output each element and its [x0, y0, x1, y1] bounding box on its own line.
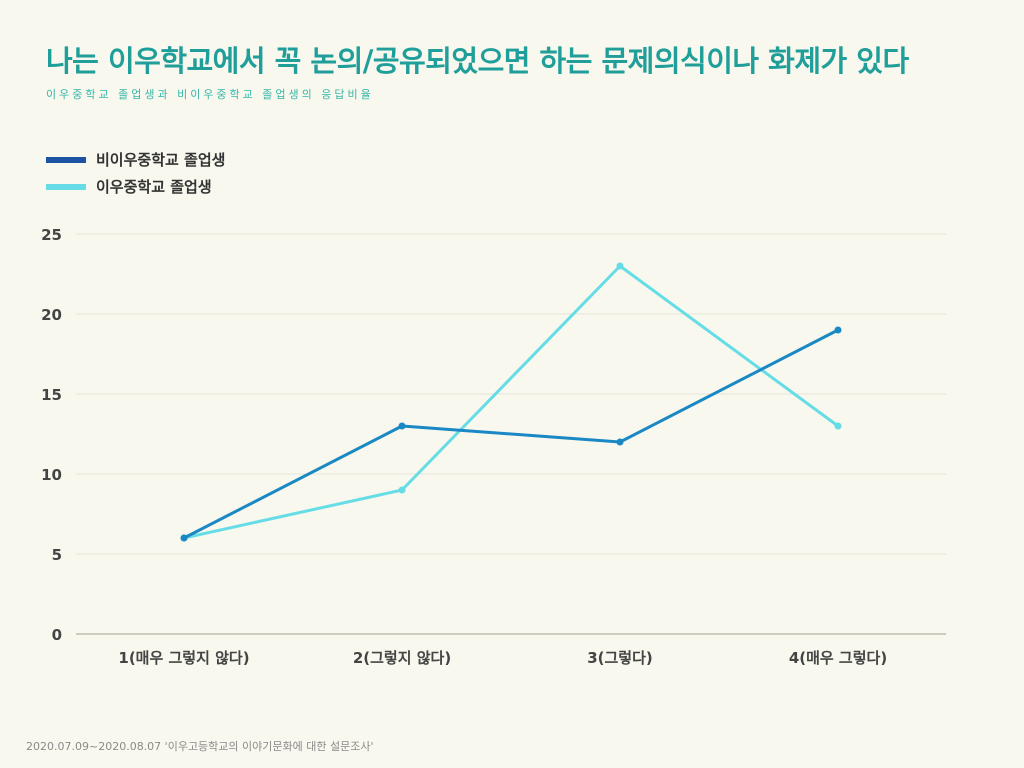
y-tick-label: 10: [41, 466, 62, 484]
legend-label-iwoo: 이우중학교 졸업생: [96, 178, 212, 196]
x-tick-label: 4(매우 그렇다): [789, 649, 887, 667]
source-footnote: 2020.07.09~2020.08.07 '이우고등학교의 이야기문화에 대한…: [26, 740, 374, 753]
legend: 비이우중학교 졸업생 이우중학교 졸업생: [46, 146, 225, 200]
legend-label-non-iwoo: 비이우중학교 졸업생: [96, 151, 226, 169]
data-point-non-iwoo: [616, 438, 624, 446]
y-tick-label: 25: [41, 226, 62, 244]
data-point-non-iwoo: [398, 422, 406, 430]
y-tick-label: 0: [52, 626, 62, 644]
legend-item-iwoo: 이우중학교 졸업생: [46, 173, 225, 200]
data-point-non-iwoo: [180, 534, 188, 542]
chart-subtitle: 이우중학교 졸업생과 비이우중학교 졸업생의 응답비율: [46, 88, 374, 101]
data-point-iwoo: [616, 262, 624, 270]
series-line-iwoo: [182, 264, 840, 540]
legend-swatch-iwoo: [46, 183, 86, 190]
y-tick-label: 20: [41, 306, 62, 324]
data-point-iwoo: [398, 486, 406, 494]
x-tick-label: 3(그렇다): [587, 649, 653, 667]
legend-swatch-non-iwoo: [46, 156, 86, 163]
x-tick-label: 1(매우 그렇지 않다): [118, 649, 249, 667]
x-tick-label: 2(그렇지 않다): [353, 649, 451, 667]
y-tick-label: 15: [41, 386, 62, 404]
y-tick-label: 5: [52, 546, 62, 564]
data-point-non-iwoo: [834, 326, 842, 334]
data-point-iwoo: [834, 422, 842, 430]
series-line-non-iwoo: [182, 328, 840, 540]
chart-title: 나는 이우학교에서 꼭 논의/공유되었으면 하는 문제의식이나 화제가 있다: [46, 44, 909, 78]
legend-item-non-iwoo: 비이우중학교 졸업생: [46, 146, 225, 173]
